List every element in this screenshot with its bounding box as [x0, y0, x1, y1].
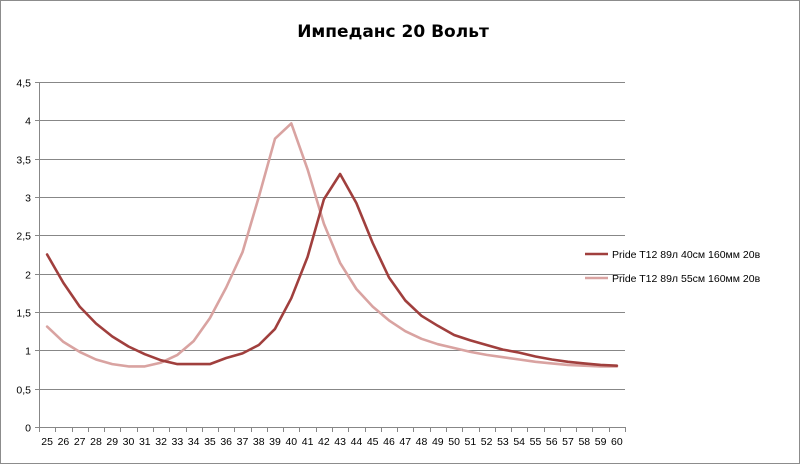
axes	[35, 82, 626, 432]
x-tick-label: 56	[546, 436, 558, 448]
y-tick-label: 0,5	[16, 385, 31, 397]
x-tick-label: 33	[172, 436, 184, 448]
x-tick-label: 60	[611, 436, 623, 448]
x-tick-label: 46	[383, 436, 395, 448]
x-tick-label: 37	[237, 436, 249, 448]
x-tick-label: 47	[399, 436, 411, 448]
legend-label-series-1: Pride T12 89л 40см 160мм 20в	[612, 249, 761, 261]
series-line-1	[45, 172, 619, 368]
x-tick-label: 42	[318, 436, 330, 448]
x-tick-label: 51	[465, 436, 477, 448]
x-tick-label: 25	[41, 436, 53, 448]
x-tick-label: 29	[106, 436, 118, 448]
y-tick-label: 4,5	[16, 78, 31, 90]
x-tick-label: 43	[334, 436, 346, 448]
legend-label-series-2: Pride T12 89л 55см 160мм 20в	[612, 273, 761, 285]
x-tick-label: 28	[90, 436, 102, 448]
x-tick-label: 59	[595, 436, 607, 448]
x-tick-label: 49	[432, 436, 444, 448]
y-tick-label: 1,5	[16, 308, 31, 320]
x-tick-label: 38	[253, 436, 265, 448]
x-tick-label: 27	[74, 436, 86, 448]
y-tick-label: 2,5	[16, 231, 31, 243]
x-tick-label: 30	[123, 436, 135, 448]
x-tick-label: 50	[448, 436, 460, 448]
x-tick-label: 48	[416, 436, 428, 448]
series-line-2	[45, 122, 619, 368]
y-tick-label: 2	[25, 270, 31, 282]
y-tick-label: 0	[25, 423, 31, 435]
x-tick-label: 35	[204, 436, 216, 448]
x-tick-label: 41	[302, 436, 314, 448]
series-lines	[45, 122, 619, 368]
x-tick-label: 26	[58, 436, 70, 448]
x-tick-label: 52	[481, 436, 493, 448]
x-tick-label: 45	[367, 436, 379, 448]
x-tick-label: 58	[578, 436, 590, 448]
x-tick-label: 54	[513, 436, 525, 448]
y-axis-ticks: 0 0,5 1 1,5 2 2,5 3 3,5 4 4,5	[16, 78, 31, 435]
x-tick-label: 40	[285, 436, 297, 448]
y-tick-label: 3	[25, 193, 31, 205]
x-tick-label: 53	[497, 436, 509, 448]
y-tick-label: 3,5	[16, 155, 31, 167]
legend: Pride T12 89л 40см 160мм 20в Pride T12 8…	[585, 249, 761, 285]
x-tick-label: 36	[220, 436, 232, 448]
chart-title: Импеданс 20 Вольт	[297, 22, 489, 42]
gridlines	[39, 82, 625, 390]
x-axis-ticks: 25 26 27 28 29 30 31 32 33 34 35 36 37 38 39 40 41 42 43 44…	[41, 436, 623, 448]
x-tick-label: 44	[351, 436, 363, 448]
x-tick-label: 34	[188, 436, 200, 448]
y-tick-label: 4	[25, 116, 31, 128]
x-tick-label: 57	[562, 436, 574, 448]
x-tick-label: 32	[155, 436, 167, 448]
x-tick-label: 55	[530, 436, 542, 448]
y-tick-label: 1	[25, 346, 31, 358]
x-tick-label: 39	[269, 436, 281, 448]
x-tick-label: 31	[139, 436, 151, 448]
